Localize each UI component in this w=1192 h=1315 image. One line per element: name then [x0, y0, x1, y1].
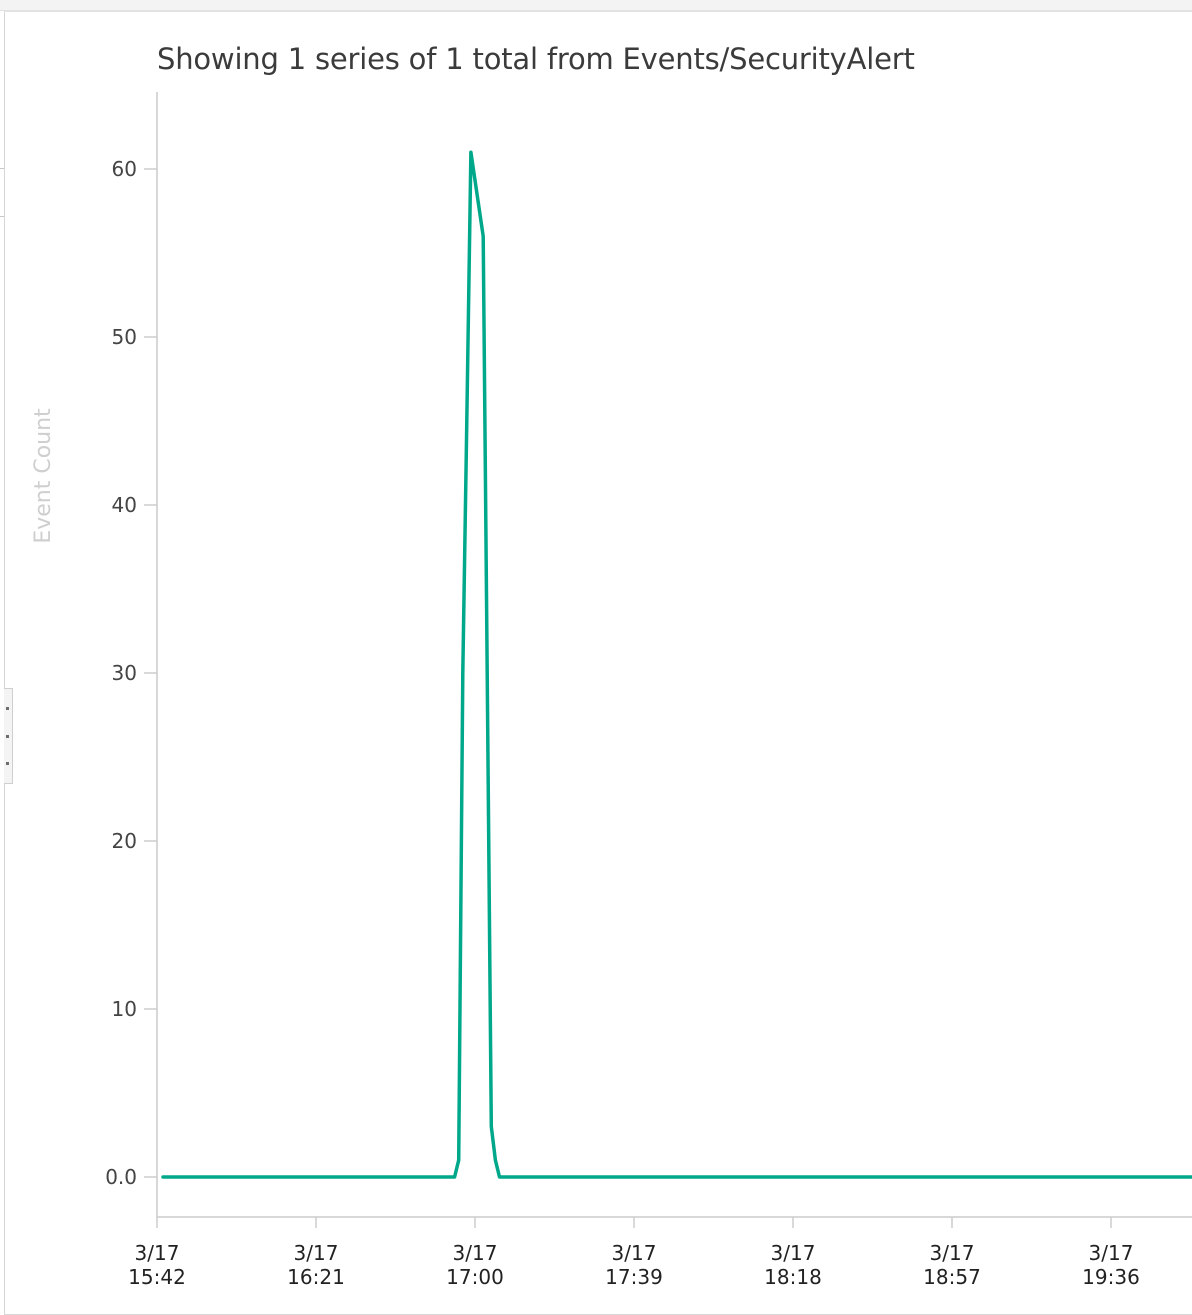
- y-tick-label: 60: [112, 157, 137, 181]
- x-tick-date-label: 3/17: [1089, 1241, 1134, 1265]
- left-edge-mark: [0, 216, 4, 217]
- y-tick-label: 20: [112, 829, 137, 853]
- y-tick-label: 50: [112, 325, 137, 349]
- x-tick-date-label: 3/17: [930, 1241, 975, 1265]
- x-tick-date-label: 3/17: [294, 1241, 339, 1265]
- panel-resize-handle[interactable]: [4, 688, 13, 784]
- x-tick-date-label: 3/17: [612, 1241, 657, 1265]
- chart-panel: [4, 11, 1192, 1315]
- left-edge-mark: [0, 168, 4, 169]
- x-tick-time-label: 18:18: [764, 1265, 822, 1289]
- x-tick-date-label: 3/17: [135, 1241, 180, 1265]
- x-tick-time-label: 19:36: [1082, 1265, 1140, 1289]
- y-tick-label: 40: [112, 493, 137, 517]
- chart-title: Showing 1 series of 1 total from Events/…: [157, 42, 915, 76]
- y-axis-label: Event Count: [31, 408, 56, 544]
- x-tick-time-label: 18:57: [923, 1265, 981, 1289]
- x-tick-time-label: 17:39: [605, 1265, 663, 1289]
- x-tick-date-label: 3/17: [771, 1241, 816, 1265]
- y-tick-label: 0.0: [105, 1165, 137, 1189]
- x-tick-time-label: 17:00: [446, 1265, 504, 1289]
- y-tick-label: 30: [112, 661, 137, 685]
- y-tick-label: 10: [112, 997, 137, 1021]
- window-top-strip: [0, 0, 1192, 11]
- x-tick-time-label: 16:21: [287, 1265, 345, 1289]
- series-line: [161, 150, 1192, 1179]
- x-tick-time-label: 15:42: [128, 1265, 186, 1289]
- x-tick-date-label: 3/17: [453, 1241, 498, 1265]
